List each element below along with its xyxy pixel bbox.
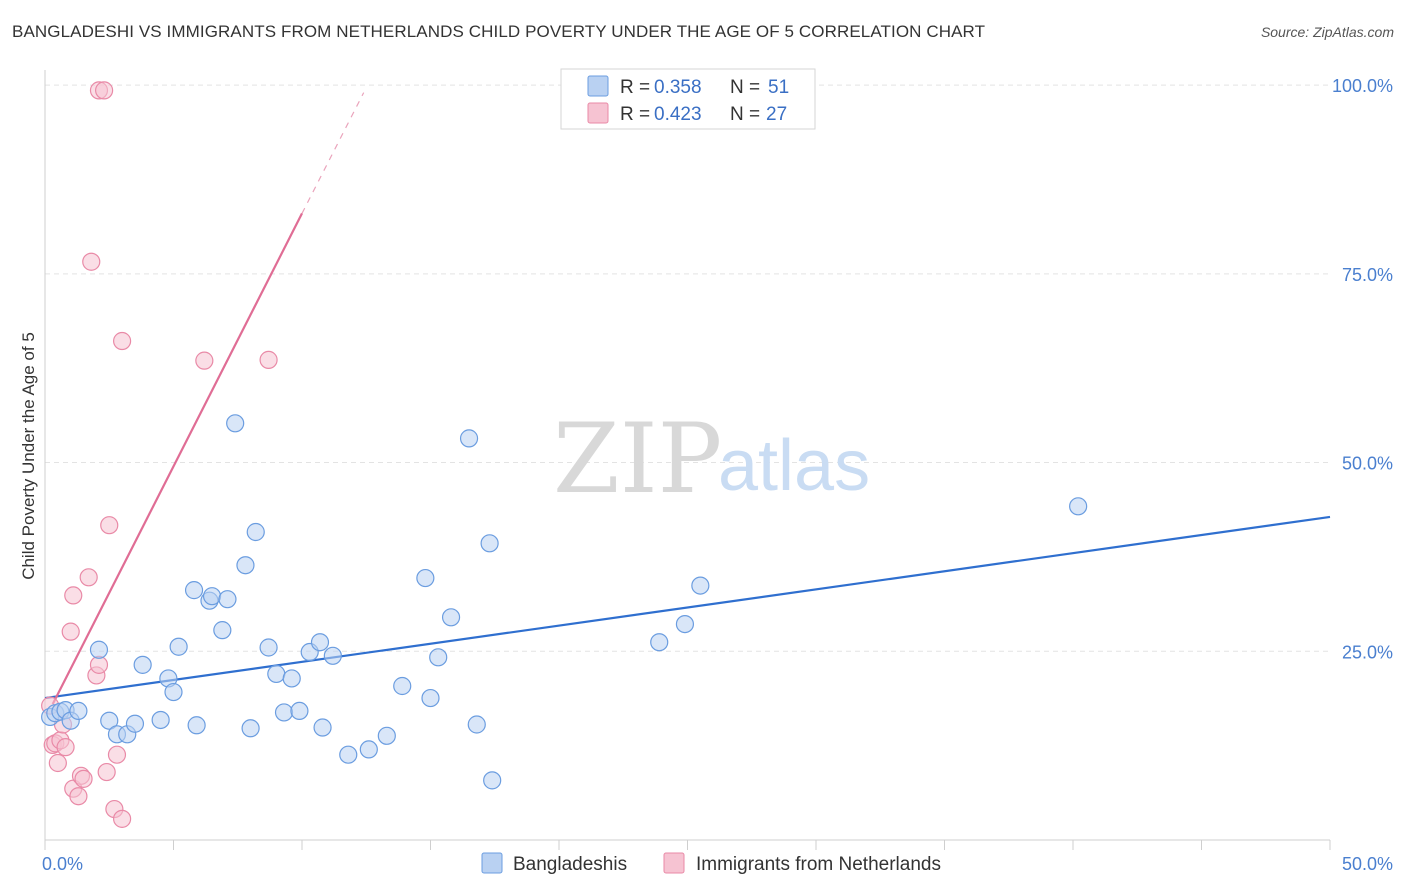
- point-bangladeshis: [1069, 497, 1088, 516]
- point-bangladeshis: [323, 646, 342, 665]
- point-netherlands: [56, 738, 75, 757]
- bottom-legend-label-netherlands: Immigrants from Netherlands: [696, 854, 941, 875]
- legend-n-value-2: 27: [766, 104, 787, 125]
- point-bangladeshis: [69, 701, 88, 721]
- point-bangladeshis: [421, 688, 440, 708]
- legend-r-label-1: R =: [620, 77, 650, 98]
- point-bangladeshis: [133, 655, 152, 674]
- point-netherlands: [100, 516, 119, 535]
- point-netherlands: [107, 745, 127, 764]
- point-bangladeshis: [459, 429, 479, 448]
- point-netherlands: [79, 568, 98, 587]
- point-bangladeshis: [259, 638, 278, 657]
- y-tick-label: 75.0%: [1342, 265, 1393, 285]
- point-bangladeshis: [236, 556, 255, 575]
- bottom-legend-swatch-bangladeshis: [481, 852, 503, 874]
- point-bangladeshis: [218, 590, 237, 609]
- point-bangladeshis: [377, 726, 396, 745]
- point-netherlands: [64, 586, 83, 605]
- point-bangladeshis: [202, 587, 222, 606]
- x-tick-label: 0.0%: [42, 854, 83, 874]
- point-netherlands: [97, 762, 116, 782]
- trend-line-bangladeshis: [44, 515, 1331, 700]
- legend-r-value-1: 0.358: [654, 77, 702, 98]
- point-bangladeshis: [467, 715, 486, 734]
- point-bangladeshis: [164, 682, 183, 702]
- point-bangladeshis: [274, 703, 294, 722]
- point-bangladeshis: [416, 568, 435, 588]
- point-bangladeshis: [313, 718, 332, 737]
- bottom-legend-swatch-netherlands: [663, 852, 685, 874]
- watermark-zip-text: ZIP: [553, 403, 722, 515]
- point-bangladeshis: [483, 771, 502, 790]
- trend-line-netherlands: [51, 212, 303, 705]
- point-bangladeshis: [89, 640, 109, 659]
- x-tick-label: 50.0%: [1342, 854, 1393, 874]
- bottom-legend-label-bangladeshis: Bangladeshis: [513, 854, 627, 875]
- point-netherlands: [112, 331, 132, 351]
- point-bangladeshis: [290, 701, 309, 721]
- legend-n-value-1: 51: [768, 77, 789, 98]
- tick-labels: 25.0% 50.0% 75.0% 100.0% 0.0% 50.0%: [42, 76, 1393, 874]
- point-netherlands: [195, 351, 214, 370]
- legend-r-value-2: 0.423: [654, 104, 702, 125]
- y-axis-title: Child Poverty Under the Age of 5: [19, 332, 38, 580]
- watermark-atlas-text: atlas: [718, 426, 870, 506]
- legend-swatch-bangladeshis: [587, 75, 609, 97]
- y-tick-label: 50.0%: [1342, 454, 1393, 474]
- point-bangladeshis: [429, 648, 448, 667]
- point-bangladeshis: [282, 669, 301, 688]
- point-netherlands: [61, 622, 80, 641]
- point-bangladeshis: [226, 414, 245, 433]
- point-bangladeshis: [151, 710, 170, 730]
- point-bangladeshis: [359, 740, 378, 759]
- point-netherlands: [69, 787, 88, 806]
- point-bangladeshis: [187, 716, 206, 735]
- point-bangladeshis: [393, 676, 412, 696]
- legend-n-label-1: N =: [730, 77, 760, 98]
- point-bangladeshis: [213, 621, 232, 640]
- point-bangladeshis: [310, 633, 330, 652]
- point-bangladeshis: [691, 576, 710, 595]
- chart-title: BANGLADESHI VS IMMIGRANTS FROM NETHERLAN…: [12, 22, 986, 41]
- point-bangladeshis: [441, 608, 461, 627]
- bottom-legend: Bangladeshis Immigrants from Netherlands: [481, 852, 941, 875]
- point-netherlands: [82, 252, 101, 271]
- y-tick-label: 100.0%: [1332, 76, 1393, 96]
- trend-line-netherlands-extension: [301, 92, 365, 214]
- point-bangladeshis: [480, 534, 499, 553]
- point-bangladeshis: [650, 633, 669, 652]
- point-netherlands: [48, 753, 67, 773]
- legend-box: R = 0.358 N = 51 R = 0.423 N = 27: [560, 68, 816, 130]
- point-netherlands: [95, 81, 114, 100]
- watermark: ZIP atlas: [553, 403, 870, 515]
- point-bangladeshis: [267, 664, 286, 684]
- legend-n-label-2: N =: [730, 104, 760, 125]
- point-bangladeshis: [241, 719, 260, 738]
- point-bangladeshis: [675, 614, 695, 634]
- legend-swatch-netherlands: [587, 102, 609, 124]
- point-bangladeshis: [125, 714, 145, 733]
- point-bangladeshis: [184, 581, 204, 600]
- trend-lines: [44, 92, 1331, 705]
- source-label: Source: ZipAtlas.com: [1260, 24, 1394, 40]
- legend-r-label-2: R =: [620, 104, 650, 125]
- point-netherlands: [89, 655, 109, 674]
- point-bangladeshis: [100, 711, 119, 730]
- point-bangladeshis: [169, 637, 188, 656]
- data-points: [41, 81, 1088, 828]
- point-netherlands: [112, 809, 132, 828]
- y-tick-label: 25.0%: [1342, 642, 1393, 662]
- point-bangladeshis: [339, 745, 358, 764]
- point-netherlands: [259, 350, 278, 369]
- point-bangladeshis: [246, 522, 265, 542]
- point-netherlands: [74, 769, 93, 788]
